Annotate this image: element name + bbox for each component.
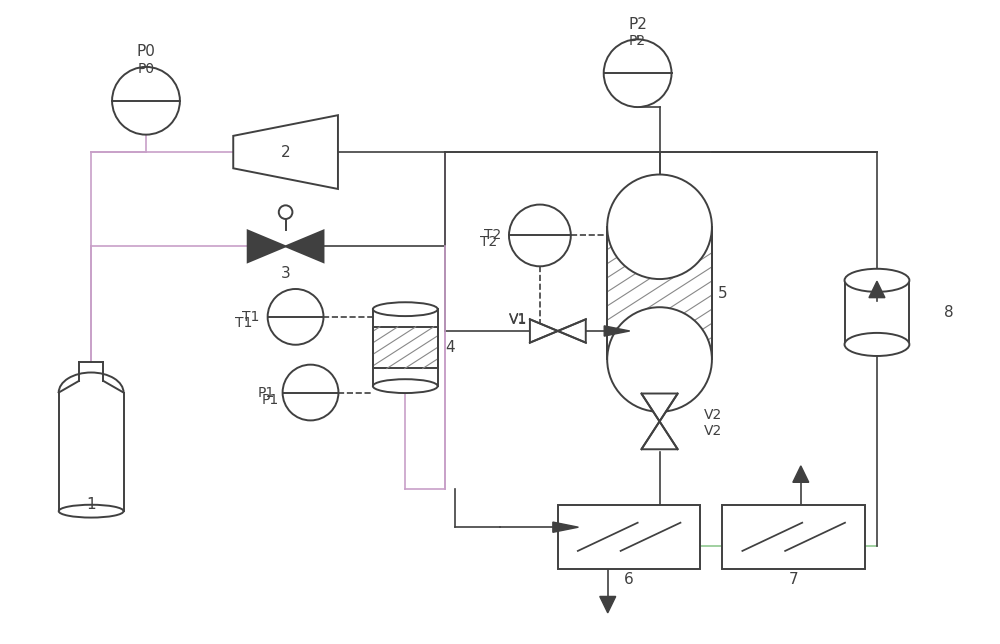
Bar (558, 505, 700, 569)
Polygon shape (248, 231, 286, 262)
Text: V1: V1 (509, 313, 527, 327)
Polygon shape (869, 281, 885, 298)
Polygon shape (233, 115, 338, 189)
Polygon shape (641, 421, 678, 450)
Text: T1: T1 (242, 310, 260, 324)
Ellipse shape (509, 205, 571, 267)
Polygon shape (286, 231, 323, 262)
Text: 8: 8 (944, 305, 953, 320)
Ellipse shape (283, 365, 338, 421)
Text: P2: P2 (629, 34, 646, 48)
Ellipse shape (604, 39, 672, 107)
Ellipse shape (845, 269, 909, 292)
Text: T2: T2 (484, 229, 501, 242)
Polygon shape (553, 522, 578, 533)
Text: 7: 7 (788, 573, 798, 587)
Polygon shape (558, 319, 586, 343)
Text: V2: V2 (703, 424, 722, 438)
Text: 2: 2 (281, 144, 290, 160)
Text: 1: 1 (86, 497, 96, 512)
Text: 6: 6 (624, 573, 634, 587)
Bar (373, 327, 438, 368)
Ellipse shape (268, 289, 323, 345)
Polygon shape (641, 393, 678, 421)
Ellipse shape (845, 333, 909, 356)
Text: 4: 4 (445, 340, 455, 355)
Ellipse shape (607, 175, 712, 279)
Text: 3: 3 (281, 266, 290, 281)
Text: P0: P0 (137, 62, 155, 76)
Text: P2: P2 (628, 17, 647, 32)
Polygon shape (793, 466, 809, 482)
Bar (722, 505, 865, 569)
Text: P1: P1 (262, 393, 279, 407)
Text: T1: T1 (235, 316, 253, 330)
Text: P0: P0 (137, 44, 155, 59)
Text: V2: V2 (703, 408, 722, 422)
Ellipse shape (59, 505, 124, 518)
Text: V1: V1 (509, 312, 527, 326)
Ellipse shape (373, 379, 438, 393)
Ellipse shape (607, 307, 712, 412)
Text: P1: P1 (257, 386, 275, 399)
Bar (607, 232, 712, 354)
Text: T2: T2 (480, 235, 497, 249)
Ellipse shape (373, 302, 438, 316)
Polygon shape (530, 319, 558, 343)
Ellipse shape (279, 205, 292, 219)
Polygon shape (600, 596, 616, 613)
Ellipse shape (112, 67, 180, 135)
Text: 5: 5 (717, 286, 727, 301)
Polygon shape (604, 326, 630, 336)
